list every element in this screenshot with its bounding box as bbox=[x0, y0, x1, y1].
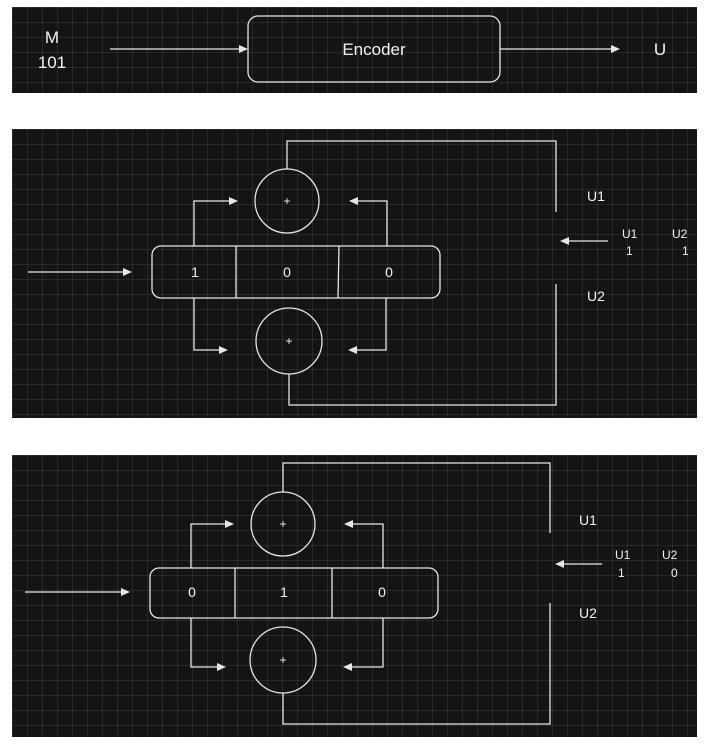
output-label: U bbox=[654, 40, 666, 59]
top-output-wire bbox=[282, 462, 551, 533]
u2-label: U2 bbox=[587, 288, 605, 304]
bottom-output-wire bbox=[288, 284, 557, 406]
register-cell-1: 0 bbox=[188, 584, 196, 600]
input-arrowhead bbox=[239, 45, 248, 53]
message-value: 101 bbox=[38, 53, 66, 72]
register-divider-2 bbox=[337, 245, 340, 299]
top-left-tap-line bbox=[193, 200, 230, 246]
u1-label: U1 bbox=[587, 188, 605, 204]
shift-register bbox=[149, 567, 439, 619]
output-value-u2: 0 bbox=[671, 566, 678, 580]
register-cell-3: 0 bbox=[378, 584, 386, 600]
output-value-u2: 1 bbox=[682, 244, 689, 258]
top-right-tap-line bbox=[352, 523, 384, 568]
encoder-state-svg-1: 1 0 0 + + U1 U2 U1 U2 1 1 bbox=[28, 140, 689, 406]
bottom-right-tap-line bbox=[356, 298, 387, 351]
output-value-u1: 1 bbox=[626, 244, 633, 258]
top-right-tap-line bbox=[357, 200, 388, 246]
encoder-block-panel: M 101 Encoder U bbox=[12, 7, 697, 93]
selector-arrowhead bbox=[560, 237, 569, 245]
u2-label: U2 bbox=[579, 605, 597, 621]
output-header-u2: U2 bbox=[672, 227, 688, 241]
encoder-state-svg-2: 0 1 0 + + U1 U2 U1 U2 1 0 bbox=[25, 462, 678, 725]
bottom-right-tap-arrowhead bbox=[348, 346, 357, 354]
top-adder-symbol: + bbox=[279, 517, 286, 531]
bottom-right-tap-arrowhead bbox=[343, 663, 352, 671]
bottom-left-tap-line bbox=[193, 298, 220, 351]
output-arrowhead bbox=[611, 45, 620, 53]
bottom-adder-symbol: + bbox=[285, 334, 292, 348]
input-arrowhead bbox=[121, 588, 130, 596]
output-header-u1: U1 bbox=[615, 548, 631, 562]
register-cell-2: 1 bbox=[280, 584, 288, 600]
register-cell-1: 1 bbox=[191, 264, 199, 280]
bottom-left-tap-arrowhead bbox=[217, 663, 226, 671]
output-value-u1: 1 bbox=[618, 566, 625, 580]
top-right-tap-arrowhead bbox=[344, 520, 353, 528]
top-left-tap-arrowhead bbox=[229, 197, 238, 205]
selector-arrowhead bbox=[555, 560, 564, 568]
encoder-state-panel-2: 0 1 0 + + U1 U2 U1 U2 1 0 bbox=[12, 455, 697, 737]
top-left-tap-arrowhead bbox=[225, 520, 234, 528]
output-header-u1: U1 bbox=[622, 227, 638, 241]
shift-register bbox=[151, 245, 441, 299]
encoder-block-svg: M 101 Encoder U bbox=[38, 15, 666, 83]
top-left-tap-line bbox=[190, 523, 226, 568]
encoder-label: Encoder bbox=[342, 40, 406, 59]
message-label: M bbox=[45, 28, 59, 47]
bottom-left-tap-arrowhead bbox=[219, 346, 228, 354]
output-header-u2: U2 bbox=[662, 548, 678, 562]
input-arrowhead bbox=[123, 268, 132, 276]
top-adder-symbol: + bbox=[283, 194, 290, 208]
bottom-output-wire bbox=[282, 603, 551, 725]
register-cell-3: 0 bbox=[385, 264, 393, 280]
bottom-right-tap-line bbox=[351, 618, 384, 668]
top-right-tap-arrowhead bbox=[349, 197, 358, 205]
u1-label: U1 bbox=[579, 512, 597, 528]
encoder-state-panel-1: 1 0 0 + + U1 U2 U1 U2 1 1 bbox=[12, 129, 697, 418]
register-cell-2: 0 bbox=[283, 264, 291, 280]
bottom-left-tap-line bbox=[190, 618, 218, 668]
top-output-wire bbox=[286, 140, 557, 212]
bottom-adder-symbol: + bbox=[279, 653, 286, 667]
